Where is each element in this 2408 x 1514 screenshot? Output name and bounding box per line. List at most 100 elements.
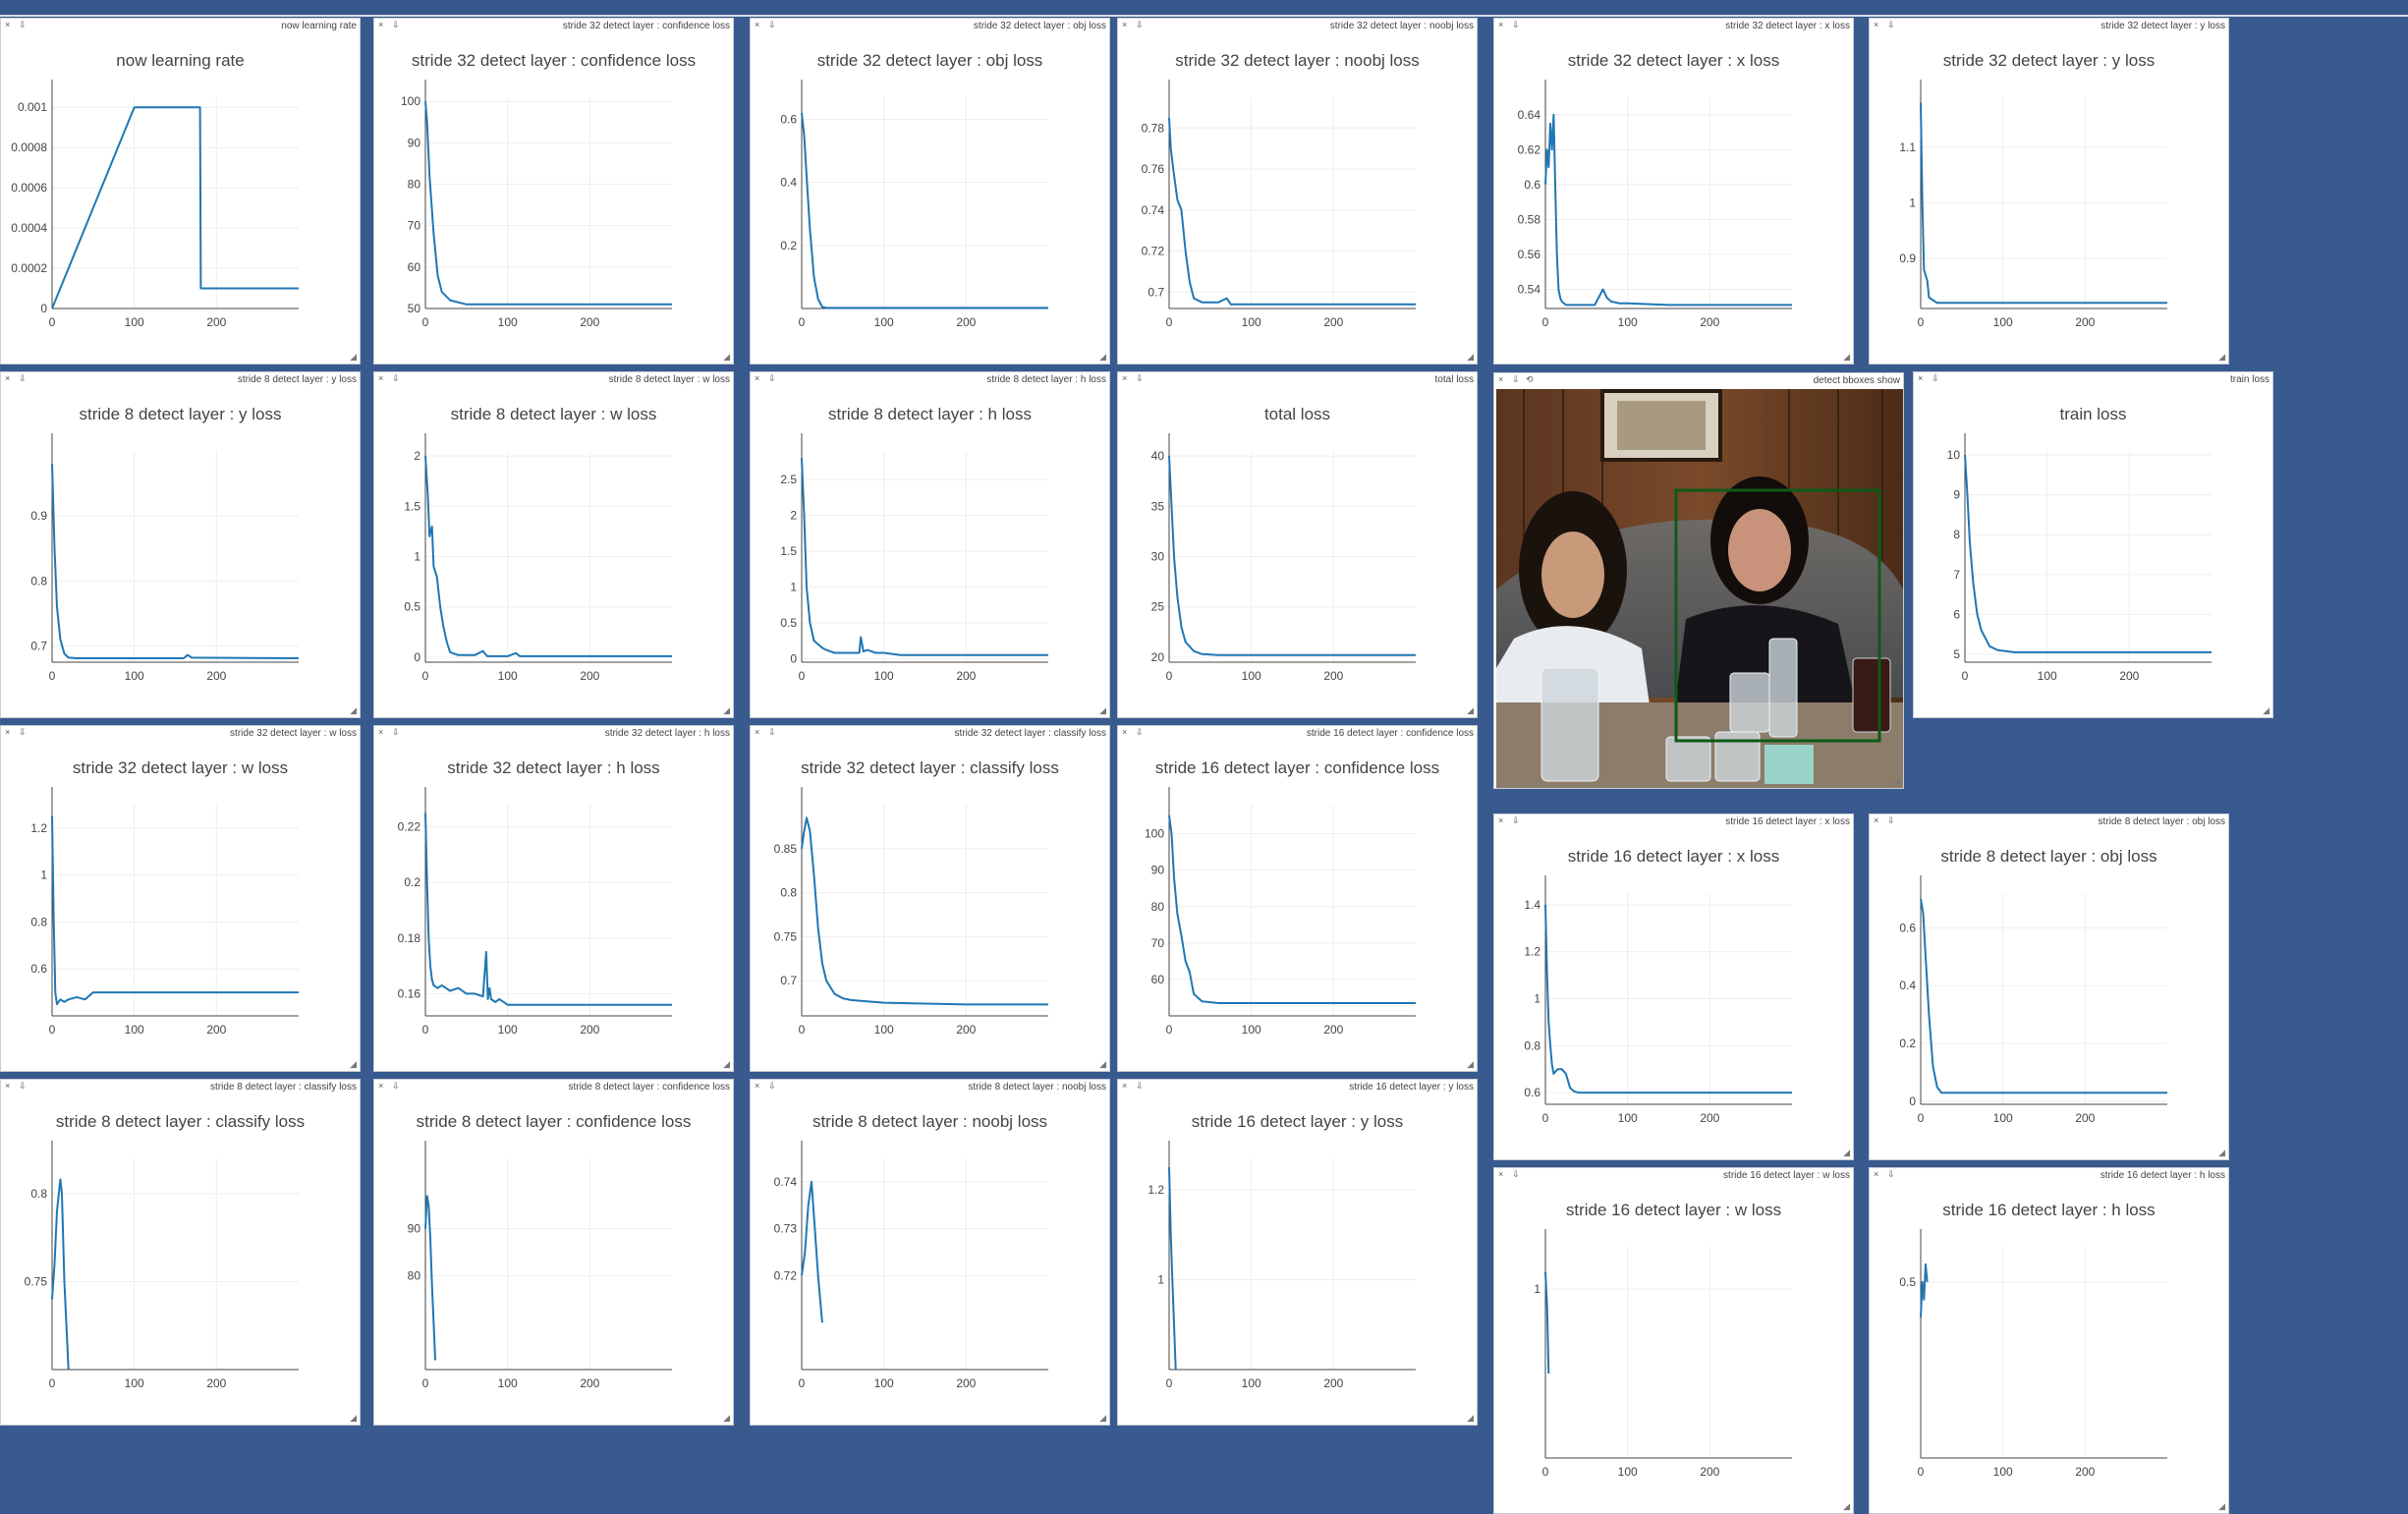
pane-title-bar[interactable]: × ⇩ stride 8 detect layer : confidence los… xyxy=(374,1080,733,1093)
resize-handle-icon[interactable]: ◢ xyxy=(2218,1148,2225,1157)
close-icon[interactable]: × xyxy=(5,373,11,383)
close-icon[interactable]: × xyxy=(1498,374,1504,384)
resize-handle-icon[interactable]: ◢ xyxy=(1467,705,1474,715)
pane-title-bar[interactable]: × ⇩ stride 8 detect layer : y loss xyxy=(1,372,360,386)
close-icon[interactable]: × xyxy=(755,20,760,29)
image-pane-detect-bboxes[interactable]: × ⇩ ⟲ detect bboxes show xyxy=(1493,372,1904,789)
pane-title-bar[interactable]: × ⇩ stride 16 detect layer : confidence lo… xyxy=(1118,726,1477,740)
chart-pane-stride-32-detect-layer-classify-loss[interactable]: × ⇩ stride 32 detect layer : classify loss… xyxy=(750,725,1110,1072)
pane-title-bar[interactable]: × ⇩ train loss xyxy=(1914,372,2272,386)
close-icon[interactable]: × xyxy=(378,20,384,29)
close-icon[interactable]: × xyxy=(1122,727,1128,737)
chart-pane-now-learning-rate[interactable]: × ⇩ now learning rate now learning rate 0 100… xyxy=(0,18,361,364)
pane-title-bar[interactable]: × ⇩ stride 32 detect layer : x loss xyxy=(1494,19,1853,32)
pane-title-bar[interactable]: × ⇩ stride 32 detect layer : obj loss xyxy=(751,19,1109,32)
resize-handle-icon[interactable]: ◢ xyxy=(1467,352,1474,362)
close-icon[interactable]: × xyxy=(755,373,760,383)
resize-handle-icon[interactable]: ◢ xyxy=(1099,352,1106,362)
close-icon[interactable]: × xyxy=(1498,20,1504,29)
download-icon[interactable]: ⇩ xyxy=(1512,374,1520,384)
download-icon[interactable]: ⇩ xyxy=(768,20,776,29)
download-icon[interactable]: ⇩ xyxy=(19,1081,27,1091)
pane-title-bar[interactable]: × ⇩ stride 32 detect layer : h loss xyxy=(374,726,733,740)
close-icon[interactable]: × xyxy=(1122,20,1128,29)
resize-handle-icon[interactable]: ◢ xyxy=(2218,1501,2225,1511)
resize-handle-icon[interactable]: ◢ xyxy=(350,352,357,362)
resize-handle-icon[interactable]: ◢ xyxy=(1843,1501,1850,1511)
close-icon[interactable]: × xyxy=(1874,1169,1879,1179)
download-icon[interactable]: ⇩ xyxy=(1512,815,1520,825)
close-icon[interactable]: × xyxy=(1918,373,1924,383)
pane-title-bar[interactable]: × ⇩ stride 8 detect layer : noobj loss xyxy=(751,1080,1109,1093)
download-icon[interactable]: ⇩ xyxy=(768,727,776,737)
resize-handle-icon[interactable]: ◢ xyxy=(723,1059,730,1069)
chart-pane-stride-16-detect-layer-confidence-loss[interactable]: × ⇩ stride 16 detect layer : confidence lo… xyxy=(1117,725,1478,1072)
resize-handle-icon[interactable]: ◢ xyxy=(723,1413,730,1423)
download-icon[interactable]: ⇩ xyxy=(1887,20,1895,29)
pane-title-bar[interactable]: × ⇩ stride 8 detect layer : obj loss xyxy=(1870,814,2228,828)
close-icon[interactable]: × xyxy=(1122,1081,1128,1091)
download-icon[interactable]: ⇩ xyxy=(1512,1169,1520,1179)
download-icon[interactable]: ⇩ xyxy=(1887,1169,1895,1179)
download-icon[interactable]: ⇩ xyxy=(19,727,27,737)
close-icon[interactable]: × xyxy=(5,1081,11,1091)
download-icon[interactable]: ⇩ xyxy=(1136,727,1144,737)
close-icon[interactable]: × xyxy=(755,727,760,737)
download-icon[interactable]: ⇩ xyxy=(1932,373,1939,383)
download-icon[interactable]: ⇩ xyxy=(1136,20,1144,29)
pane-title-bar[interactable]: × ⇩ now learning rate xyxy=(1,19,360,32)
pane-title-bar[interactable]: × ⇩ stride 16 detect layer : x loss xyxy=(1494,814,1853,828)
chart-pane-stride-16-detect-layer-w-loss[interactable]: × ⇩ stride 16 detect layer : w loss stride … xyxy=(1493,1167,1854,1514)
close-icon[interactable]: × xyxy=(1874,20,1879,29)
chart-pane-stride-32-detect-layer-h-loss[interactable]: × ⇩ stride 32 detect layer : h loss stride … xyxy=(373,725,734,1072)
download-icon[interactable]: ⇩ xyxy=(392,373,400,383)
resize-handle-icon[interactable]: ◢ xyxy=(1843,352,1850,362)
chart-pane-train-loss[interactable]: × ⇩ train loss train loss 0 100 200 5 6 7 8 9 10 ◢ xyxy=(1913,371,2273,718)
resize-handle-icon[interactable]: ◢ xyxy=(2263,705,2269,715)
resize-handle-icon[interactable]: ◢ xyxy=(1099,1413,1106,1423)
chart-pane-stride-32-detect-layer-obj-loss[interactable]: × ⇩ stride 32 detect layer : obj loss strid… xyxy=(750,18,1110,364)
download-icon[interactable]: ⇩ xyxy=(768,373,776,383)
resize-handle-icon[interactable]: ◢ xyxy=(350,1059,357,1069)
chart-pane-stride-32-detect-layer-w-loss[interactable]: × ⇩ stride 32 detect layer : w loss stride … xyxy=(0,725,361,1072)
close-icon[interactable]: × xyxy=(378,1081,384,1091)
chart-pane-stride-32-detect-layer-confidence-loss[interactable]: × ⇩ stride 32 detect layer : confidence lo… xyxy=(373,18,734,364)
pane-title-bar[interactable]: × ⇩ stride 32 detect layer : classify loss xyxy=(751,726,1109,740)
pane-title-bar[interactable]: × ⇩ stride 32 detect layer : noobj loss xyxy=(1118,19,1477,32)
close-icon[interactable]: × xyxy=(1874,815,1879,825)
chart-pane-stride-16-detect-layer-y-loss[interactable]: × ⇩ stride 16 detect layer : y loss stride … xyxy=(1117,1079,1478,1426)
chart-pane-stride-16-detect-layer-x-loss[interactable]: × ⇩ stride 16 detect layer : x loss stride … xyxy=(1493,813,1854,1160)
chart-pane-stride-8-detect-layer-classify-loss[interactable]: × ⇩ stride 8 detect layer : classify loss s… xyxy=(0,1079,361,1426)
download-icon[interactable]: ⇩ xyxy=(392,20,400,29)
chart-pane-stride-8-detect-layer-noobj-loss[interactable]: × ⇩ stride 8 detect layer : noobj loss stri… xyxy=(750,1079,1110,1426)
chart-pane-stride-8-detect-layer-obj-loss[interactable]: × ⇩ stride 8 detect layer : obj loss stride… xyxy=(1869,813,2229,1160)
resize-handle-icon[interactable]: ◢ xyxy=(1099,1059,1106,1069)
chart-pane-stride-32-detect-layer-x-loss[interactable]: × ⇩ stride 32 detect layer : x loss stride … xyxy=(1493,18,1854,364)
resize-handle-icon[interactable]: ◢ xyxy=(1467,1059,1474,1069)
chart-pane-total-loss[interactable]: × ⇩ total loss total loss 0 100 200 20 25 30 35 40 ◢ xyxy=(1117,371,1478,718)
download-icon[interactable]: ⇩ xyxy=(392,727,400,737)
chart-pane-stride-32-detect-layer-y-loss[interactable]: × ⇩ stride 32 detect layer : y loss stride … xyxy=(1869,18,2229,364)
pane-title-bar[interactable]: × ⇩ stride 32 detect layer : y loss xyxy=(1870,19,2228,32)
refresh-icon[interactable]: ⟲ xyxy=(1526,374,1534,384)
chart-pane-stride-8-detect-layer-h-loss[interactable]: × ⇩ stride 8 detect layer : h loss stride 8… xyxy=(750,371,1110,718)
pane-title-bar[interactable]: × ⇩ stride 32 detect layer : w loss xyxy=(1,726,360,740)
resize-handle-icon[interactable]: ◢ xyxy=(350,1413,357,1423)
resize-handle-icon[interactable]: ◢ xyxy=(350,705,357,715)
pane-title-bar[interactable]: × ⇩ stride 16 detect layer : w loss xyxy=(1494,1168,1853,1182)
resize-handle-icon[interactable]: ◢ xyxy=(1893,776,1900,786)
chart-pane-stride-16-detect-layer-h-loss[interactable]: × ⇩ stride 16 detect layer : h loss stride … xyxy=(1869,1167,2229,1514)
chart-pane-stride-8-detect-layer-confidence-loss[interactable]: × ⇩ stride 8 detect layer : confidence los… xyxy=(373,1079,734,1426)
resize-handle-icon[interactable]: ◢ xyxy=(723,352,730,362)
resize-handle-icon[interactable]: ◢ xyxy=(723,705,730,715)
download-icon[interactable]: ⇩ xyxy=(1136,373,1144,383)
pane-title-bar[interactable]: × ⇩ ⟲ detect bboxes show xyxy=(1494,373,1903,387)
pane-title-bar[interactable]: × ⇩ stride 16 detect layer : y loss xyxy=(1118,1080,1477,1093)
close-icon[interactable]: × xyxy=(1122,373,1128,383)
close-icon[interactable]: × xyxy=(5,727,11,737)
download-icon[interactable]: ⇩ xyxy=(19,373,27,383)
chart-pane-stride-8-detect-layer-w-loss[interactable]: × ⇩ stride 8 detect layer : w loss stride 8… xyxy=(373,371,734,718)
download-icon[interactable]: ⇩ xyxy=(392,1081,400,1091)
pane-title-bar[interactable]: × ⇩ total loss xyxy=(1118,372,1477,386)
close-icon[interactable]: × xyxy=(1498,1169,1504,1179)
